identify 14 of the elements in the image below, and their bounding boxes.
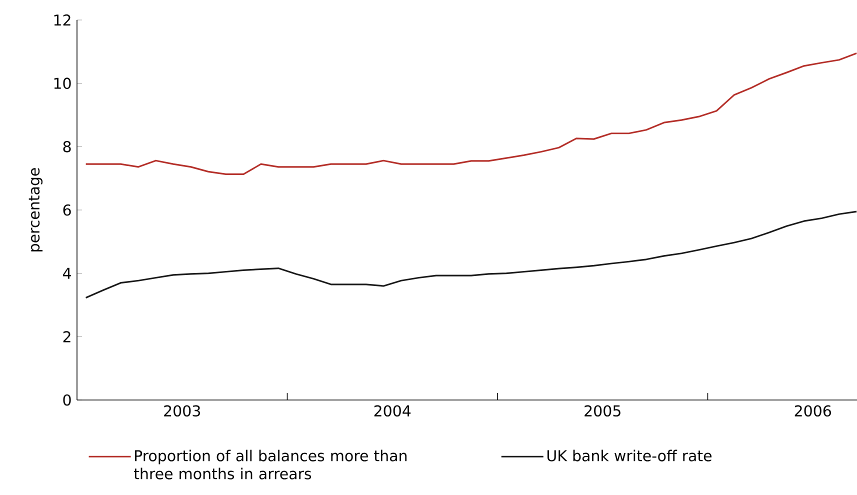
- y-tick-label: 4: [62, 268, 71, 279]
- x-tick-label: 2005: [584, 405, 620, 417]
- y-tick-label: 8: [63, 140, 71, 152]
- x-tick-label: 2004: [374, 405, 411, 417]
- y-axis-title: percentage: [28, 168, 43, 252]
- x-tick-label: 2006: [794, 405, 831, 417]
- x-tick-label: 2003: [164, 405, 200, 417]
- y-tick-label: 6: [63, 204, 71, 216]
- legend-label: UK bank write-off rate: [547, 450, 712, 462]
- y-tick-label: 2: [63, 331, 70, 342]
- y-tick-label: 10: [54, 78, 71, 90]
- legend-label: Proportion of all balances more than three months in arrears: [134, 450, 407, 480]
- y-tick-label: 12: [54, 14, 70, 26]
- y-tick-label: 0: [63, 394, 71, 406]
